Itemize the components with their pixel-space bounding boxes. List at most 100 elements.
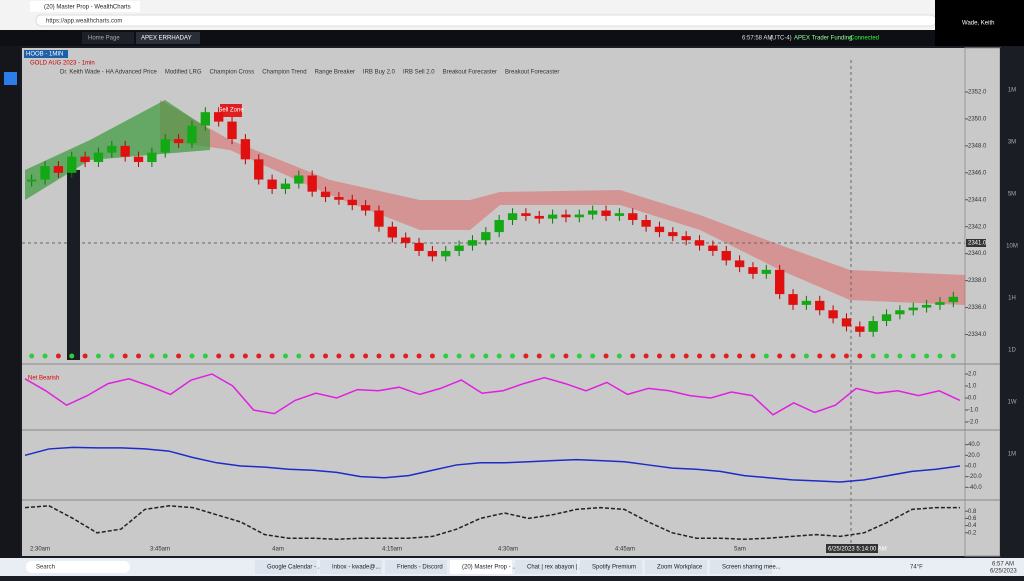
y-tick-label: 2338.0 <box>968 278 987 284</box>
oscillator-line <box>24 373 961 416</box>
taskbar-app[interactable] <box>515 560 577 574</box>
sell-zone-box <box>220 104 242 117</box>
candle <box>240 139 251 160</box>
y-tick-label: 0.2 <box>968 530 977 536</box>
taskbar-app[interactable] <box>580 560 642 574</box>
candle <box>53 166 64 173</box>
candle <box>320 191 331 198</box>
signal-dot <box>69 353 75 359</box>
interval-button[interactable]: 1D <box>1008 348 1016 354</box>
y-tick-label: -1.0 <box>968 408 979 414</box>
account: APEX Trader Funding <box>794 36 852 42</box>
signal-dot <box>670 353 676 359</box>
candle <box>855 326 865 332</box>
y-tick-label: 2336.0 <box>968 305 987 311</box>
taskbar-app[interactable] <box>385 560 447 574</box>
interval-button[interactable]: 5M <box>1008 192 1016 198</box>
interval-button[interactable]: 3M <box>1008 140 1016 146</box>
y-tick-label: -20.0 <box>968 474 982 480</box>
candle <box>307 175 317 192</box>
app-tab-label: APEX ERRHADAY <box>141 36 192 42</box>
y-tick-label: 2346.0 <box>968 170 987 176</box>
sell-cloud <box>160 100 965 305</box>
zoom-name: Wade, Keith <box>962 21 994 27</box>
indicator-label: Dr. Keith Wade - HA Advanced Price <box>60 70 157 76</box>
signal-dot <box>550 353 556 359</box>
signal-dot <box>363 353 369 359</box>
taskbar-app[interactable] <box>645 560 707 574</box>
taskbar-app-label: Friends - Discord <box>397 565 443 571</box>
y-tick-label: 0.4 <box>968 523 977 529</box>
app-tab[interactable] <box>136 32 200 44</box>
taskbar-app-label: Chat | rex abayon | ... <box>527 565 584 571</box>
taskbar-app[interactable] <box>255 560 317 574</box>
candle <box>748 267 758 274</box>
app-topbar <box>0 30 935 46</box>
signal-dot <box>884 353 890 359</box>
add-button[interactable] <box>4 72 17 85</box>
taskbar-app[interactable] <box>710 560 772 574</box>
indicator-label: Champion Trend <box>262 70 306 76</box>
y-tick-label: 2342.0 <box>968 224 987 230</box>
signal-dot <box>55 353 61 359</box>
signal-dot <box>510 353 516 359</box>
candle <box>841 318 852 327</box>
indicator-label: IRB Sell 2.0 <box>403 70 435 76</box>
y-tick-label: -2.0 <box>968 420 979 426</box>
y-tick-label: 40.0 <box>968 442 980 448</box>
y-tick-label: 0.8 <box>968 509 977 515</box>
signal-dot <box>924 353 930 359</box>
symbol-tag <box>24 50 68 58</box>
app-tab[interactable] <box>82 32 134 44</box>
signal-dot <box>683 353 689 359</box>
candle <box>120 145 130 157</box>
signal-dot <box>803 353 809 359</box>
signal-dot <box>590 353 596 359</box>
candle <box>414 242 424 251</box>
address-bar[interactable] <box>35 14 937 27</box>
signal-dot <box>162 353 168 359</box>
crosshair-price-box <box>966 239 986 247</box>
taskbar-app[interactable] <box>450 560 512 574</box>
candle <box>467 240 478 246</box>
interval-button[interactable]: 1W <box>1008 400 1017 406</box>
candle <box>93 152 104 163</box>
interval-button[interactable]: 1M <box>1008 452 1016 458</box>
candle <box>173 139 184 144</box>
interval-button[interactable]: 1M <box>1008 88 1016 94</box>
signal-dot <box>149 353 155 359</box>
signal-dot <box>817 353 823 359</box>
taskbar-app[interactable] <box>320 560 382 574</box>
signal-dot <box>830 353 836 359</box>
candle <box>881 314 892 322</box>
candle <box>641 219 651 227</box>
crosshair-time-box <box>826 544 878 553</box>
taskbar-app-label: Zoom Workplace <box>657 565 703 571</box>
signal-dot <box>256 353 262 359</box>
candle <box>895 310 905 315</box>
tray-time: 6:57 AM <box>992 562 1014 568</box>
signal-dot <box>483 353 489 359</box>
clock: 6:57:58 AM <box>742 36 772 42</box>
candle <box>80 156 90 163</box>
indicator-label: Range Breaker <box>315 70 355 76</box>
candle <box>401 237 411 243</box>
signal-dot <box>136 353 142 359</box>
signal-dot <box>242 353 248 359</box>
candle <box>254 159 264 180</box>
indicator-label: Breakout Forecaster <box>443 70 497 76</box>
url: https://app.wealthcharts.com <box>46 19 122 25</box>
candle <box>801 300 812 305</box>
y-tick-label: 20.0 <box>968 453 980 459</box>
indicator-label: Champion Cross <box>210 70 255 76</box>
signal-dot <box>523 353 529 359</box>
browser-tab[interactable] <box>30 1 140 12</box>
candle <box>360 205 371 211</box>
interval-button[interactable]: 1H <box>1008 296 1016 302</box>
symbol: GOLD AUG 2023 - 1min <box>30 61 95 67</box>
search-box[interactable] <box>26 561 130 573</box>
candle <box>828 310 838 319</box>
interval-button[interactable]: 10M <box>1006 244 1018 250</box>
signal-dot <box>603 353 609 359</box>
signal-dot <box>389 353 395 359</box>
